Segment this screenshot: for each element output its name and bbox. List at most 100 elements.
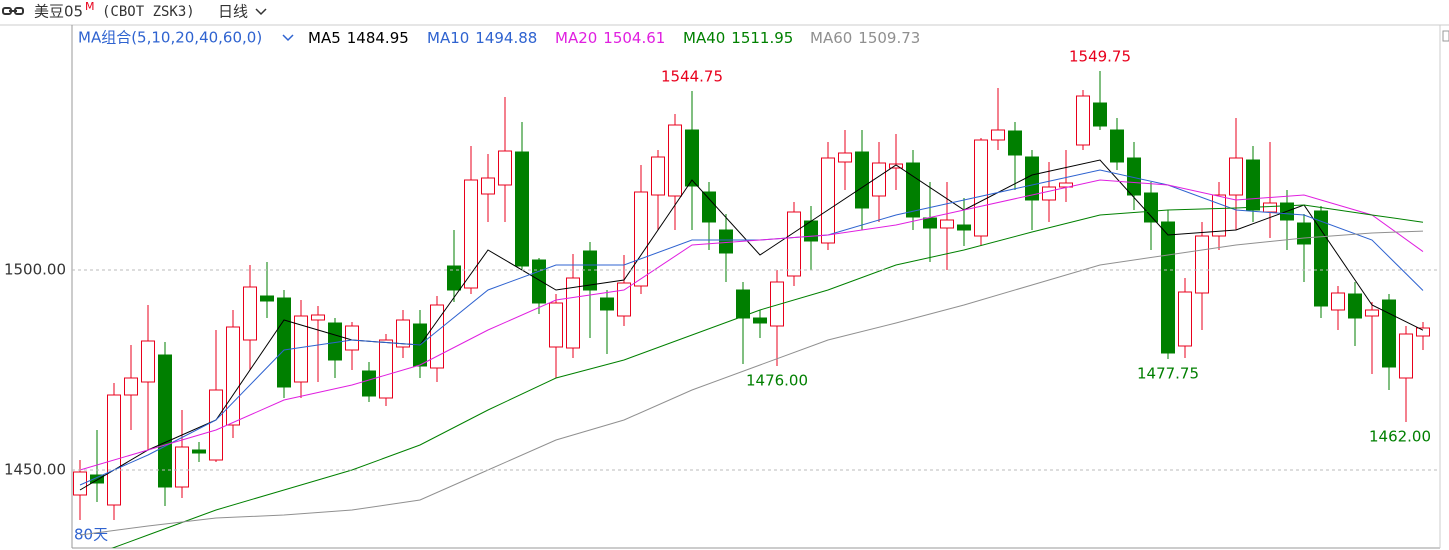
link-icon: [2, 7, 24, 15]
extreme-label: 1462.00: [1369, 428, 1431, 446]
candle-body: [209, 389, 223, 461]
candle-body: [1195, 235, 1209, 294]
candle-body: [277, 297, 291, 388]
candle-body: [1399, 333, 1413, 379]
candle-body: [192, 449, 206, 454]
y-tick-label: 1500.00: [4, 261, 66, 279]
candle-body: [515, 151, 529, 267]
candle-body: [770, 281, 784, 327]
superscript: M: [85, 0, 95, 13]
period-chevron[interactable]: [255, 8, 267, 16]
candle-body: [1212, 194, 1226, 237]
candle-body: [991, 129, 1005, 141]
candle-body: [141, 340, 155, 383]
footer: 80天: [74, 526, 108, 544]
legend-name: MA40: [683, 29, 725, 47]
candle-body: [1348, 293, 1362, 319]
legend-name: MA20: [555, 29, 597, 47]
candle-body: [855, 151, 869, 209]
candle-body: [1416, 327, 1430, 337]
legend-value: 1484.95: [347, 29, 409, 47]
candle-body: [1110, 129, 1124, 163]
candle-body: [1178, 291, 1192, 347]
legend-value: 1509.73: [858, 29, 920, 47]
candle-body: [464, 179, 478, 289]
candle-body: [685, 129, 699, 187]
indicator-label[interactable]: MA组合(5,10,20,40,60,0): [78, 29, 262, 47]
candle-body: [1246, 159, 1260, 211]
candle-body: [481, 177, 495, 195]
candle-body: [498, 150, 512, 186]
candle-body: [1263, 202, 1277, 213]
candle-body: [906, 162, 920, 218]
candle-body: [243, 286, 257, 341]
legend-name: MA60: [810, 29, 852, 47]
period[interactable]: 日线: [218, 3, 248, 21]
indicator-chevron[interactable]: [282, 34, 294, 42]
candle-body: [651, 156, 665, 196]
candle-body: [226, 326, 240, 426]
candle-body: [175, 446, 189, 488]
legend-name: MA5: [308, 29, 341, 47]
candle-body: [532, 259, 546, 304]
candle-body: [1042, 186, 1056, 201]
candle-body: [872, 162, 886, 197]
ma-line: [111, 204, 1424, 548]
title: 美豆05: [34, 3, 83, 21]
candle-body: [1365, 309, 1379, 317]
candle-body: [889, 163, 903, 169]
legend-entry: MA5 1484.95: [308, 29, 409, 47]
candle-body: [379, 339, 393, 399]
candle-body: [362, 370, 376, 397]
candle-body: [1382, 299, 1396, 368]
ma-line: [79, 159, 1424, 491]
candle-body: [73, 471, 87, 496]
legend-value: 1511.95: [731, 29, 793, 47]
candle-body: [124, 377, 138, 396]
legend-entry: MA20 1504.61: [555, 29, 665, 47]
candle-body: [566, 277, 580, 349]
candle-body: [1314, 210, 1328, 307]
extreme-label: 1477.75: [1137, 365, 1199, 383]
candle-body: [617, 282, 631, 317]
plot-area: [73, 71, 1430, 548]
candle-body: [158, 354, 172, 488]
legend-value: 1494.88: [475, 29, 537, 47]
candle-body: [940, 219, 954, 229]
candle-body: [838, 152, 852, 163]
legend-entry: MA10 1494.88: [427, 29, 537, 47]
candle-body: [702, 191, 716, 223]
candle-body: [107, 394, 121, 506]
candle-body: [736, 289, 750, 319]
candle-body: [974, 139, 988, 237]
candle-body: [90, 474, 104, 484]
candle-body: [787, 211, 801, 277]
candle-body: [634, 191, 648, 287]
candle-body: [753, 317, 767, 324]
legend-entry: MA60 1509.73: [810, 29, 920, 47]
candle-body: [821, 157, 835, 244]
candle-body: [1008, 130, 1022, 156]
candle-body: [600, 297, 614, 311]
candle-body: [668, 124, 682, 197]
candle-body: [396, 319, 410, 348]
ma-line: [79, 179, 1424, 471]
candle-body: [1093, 102, 1107, 127]
legend-entry: MA40 1511.95: [683, 29, 793, 47]
candle-body: [294, 315, 308, 383]
candle-body: [1161, 221, 1175, 354]
candle-body: [957, 224, 971, 231]
candle-body: [1331, 292, 1345, 311]
y-tick-label: 1450.00: [4, 461, 66, 479]
extreme-label: 1549.75: [1069, 48, 1131, 66]
scroll-box: [1442, 30, 1449, 42]
extreme-label: 1544.75: [661, 68, 723, 86]
candle-body: [719, 229, 733, 254]
extreme-label: 1476.00: [746, 372, 808, 390]
candle-body: [1229, 157, 1243, 196]
candle-body: [447, 265, 461, 291]
candle-body: [923, 217, 937, 229]
candle-body: [345, 325, 359, 351]
